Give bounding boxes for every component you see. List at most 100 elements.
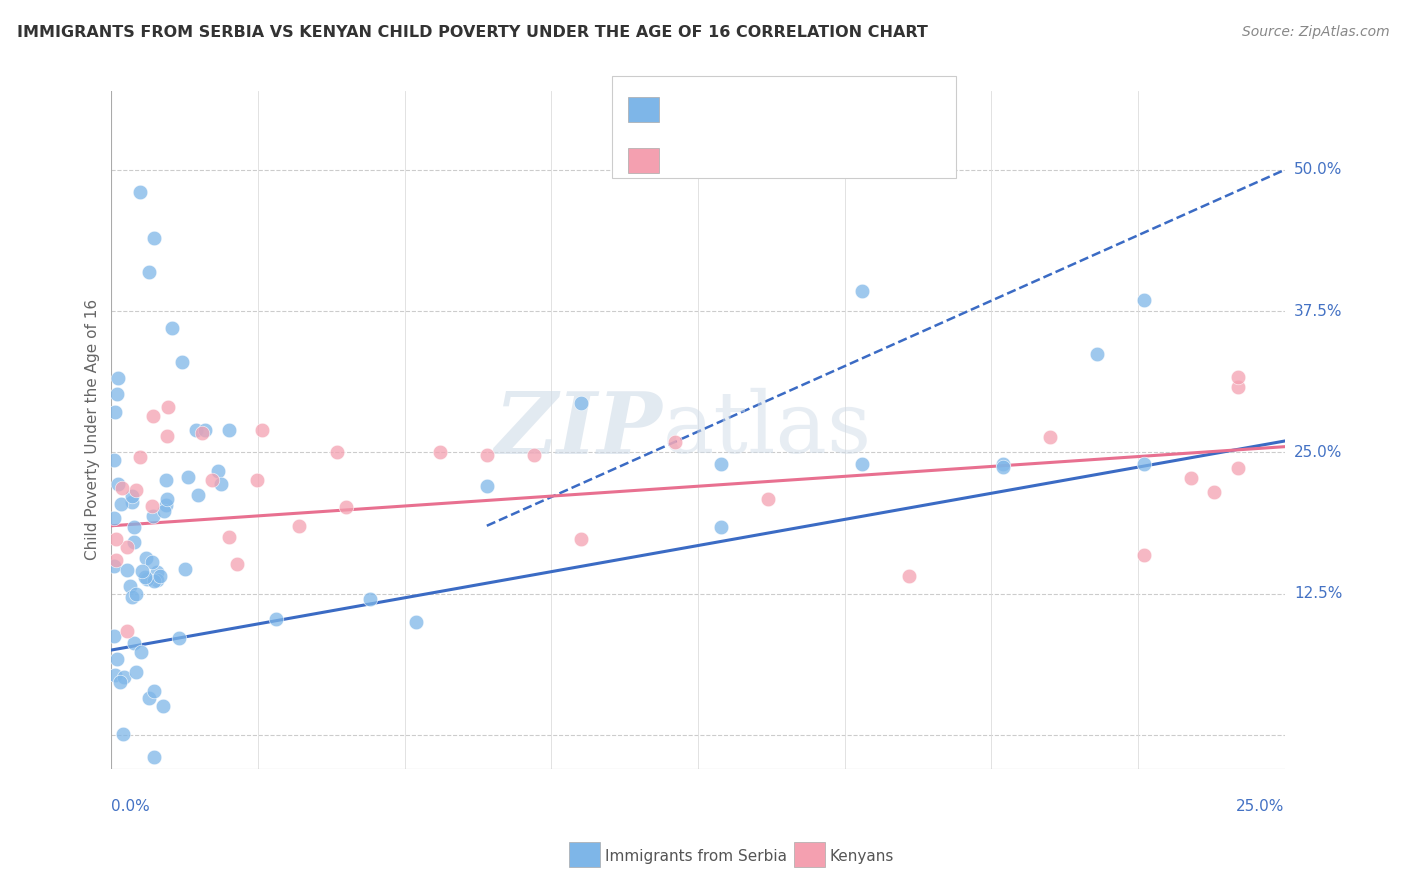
Point	[148, 569, 170, 583]
Text: R =: R =	[673, 103, 713, 120]
Point	[135, 572, 157, 586]
Point	[851, 285, 873, 299]
Point	[156, 400, 179, 414]
Point	[104, 668, 127, 682]
Point	[112, 670, 135, 684]
Text: 0.083: 0.083	[720, 153, 778, 171]
Point	[128, 450, 150, 464]
Point	[105, 553, 128, 567]
Point	[184, 423, 207, 437]
Point	[121, 590, 143, 604]
Point	[429, 445, 451, 459]
Point	[138, 690, 160, 705]
Text: atlas: atlas	[662, 388, 872, 471]
Text: 71: 71	[828, 103, 853, 120]
Point	[141, 499, 163, 513]
Point	[475, 448, 498, 462]
Point	[142, 230, 165, 244]
Point	[569, 396, 592, 410]
Point	[125, 483, 148, 498]
Text: N =: N =	[783, 103, 823, 120]
Point	[142, 409, 165, 423]
Text: ZIP: ZIP	[495, 388, 662, 472]
Point	[569, 532, 592, 546]
Point	[103, 629, 125, 643]
Point	[104, 405, 127, 419]
Point	[191, 425, 214, 440]
Point	[1226, 460, 1249, 475]
Text: 34: 34	[828, 153, 853, 171]
Point	[226, 557, 249, 571]
Point	[128, 186, 150, 200]
Point	[475, 479, 498, 493]
Point	[167, 632, 190, 646]
Text: Immigrants from Serbia: Immigrants from Serbia	[605, 849, 786, 863]
Point	[115, 563, 138, 577]
Text: 0.0%: 0.0%	[111, 799, 150, 814]
Point	[174, 562, 197, 576]
Point	[156, 428, 179, 442]
Point	[991, 457, 1014, 471]
Point	[1204, 484, 1226, 499]
Y-axis label: Child Poverty Under the Age of 16: Child Poverty Under the Age of 16	[86, 299, 100, 560]
Point	[218, 530, 240, 544]
Point	[155, 473, 177, 487]
Text: N =: N =	[783, 153, 823, 171]
Point	[122, 534, 145, 549]
Point	[107, 371, 129, 385]
Point	[142, 508, 165, 523]
Point	[105, 532, 128, 546]
Text: Kenyans: Kenyans	[830, 849, 894, 863]
Point	[177, 470, 200, 484]
Point	[405, 615, 427, 629]
Point	[1180, 471, 1202, 485]
Point	[851, 457, 873, 471]
Point	[155, 498, 177, 512]
Point	[121, 495, 143, 509]
Point	[250, 423, 273, 437]
Point	[288, 518, 311, 533]
Point	[110, 497, 132, 511]
Point	[131, 564, 153, 578]
Point	[156, 491, 179, 506]
Point	[1133, 293, 1156, 307]
Text: 37.5%: 37.5%	[1294, 303, 1343, 318]
Point	[122, 520, 145, 534]
Point	[246, 473, 269, 487]
Point	[117, 624, 139, 638]
Point	[1039, 430, 1062, 444]
Point	[146, 566, 169, 580]
Point	[664, 434, 686, 449]
Point	[194, 423, 217, 437]
Point	[125, 587, 148, 601]
Point	[122, 636, 145, 650]
Point	[111, 482, 134, 496]
Point	[207, 464, 229, 478]
Text: R =: R =	[673, 153, 713, 171]
Point	[170, 355, 193, 369]
Point	[1133, 457, 1156, 471]
Point	[162, 321, 184, 335]
Point	[325, 445, 347, 459]
Point	[120, 579, 142, 593]
Point	[1226, 380, 1249, 394]
Point	[103, 511, 125, 525]
Text: 25.0%: 25.0%	[1236, 799, 1285, 814]
Point	[115, 540, 138, 554]
Point	[145, 574, 167, 588]
Point	[153, 504, 176, 518]
Point	[107, 476, 129, 491]
Point	[107, 387, 129, 401]
Point	[335, 500, 357, 514]
Point	[129, 645, 152, 659]
Point	[1085, 347, 1108, 361]
Text: 50.0%: 50.0%	[1294, 162, 1343, 178]
Point	[218, 423, 240, 437]
Point	[359, 592, 381, 607]
Point	[103, 453, 125, 467]
Point	[108, 675, 131, 690]
Point	[201, 473, 224, 487]
Text: 12.5%: 12.5%	[1294, 586, 1343, 601]
Point	[1226, 369, 1249, 384]
Point	[141, 555, 163, 569]
